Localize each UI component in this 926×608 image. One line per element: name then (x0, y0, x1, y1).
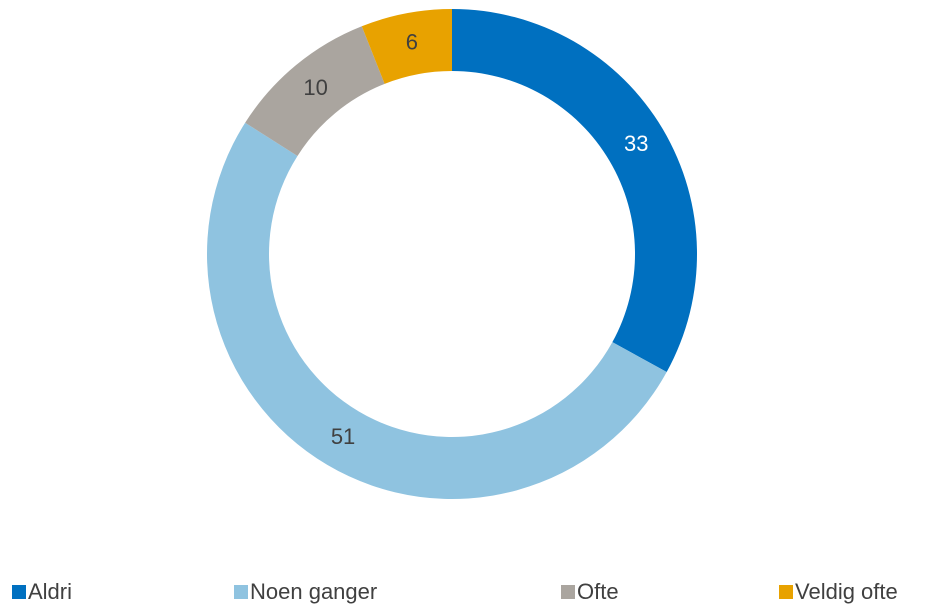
legend-marker (12, 585, 26, 599)
legend-label: Ofte (577, 579, 619, 604)
data-label: 33 (624, 131, 648, 156)
legend-label: Aldri (28, 579, 72, 604)
data-label: 6 (406, 30, 418, 55)
donut-slice (245, 26, 385, 156)
donut-slice (452, 9, 697, 373)
legend-marker (234, 585, 248, 599)
legend-label: Veldig ofte (795, 579, 898, 604)
legend-marker (779, 585, 793, 599)
legend-label: Noen ganger (250, 579, 377, 604)
donut-slice (206, 122, 667, 500)
donut-slice (361, 9, 452, 84)
data-label: 10 (303, 75, 327, 100)
data-label: 51 (331, 424, 355, 449)
legend-marker (561, 585, 575, 599)
